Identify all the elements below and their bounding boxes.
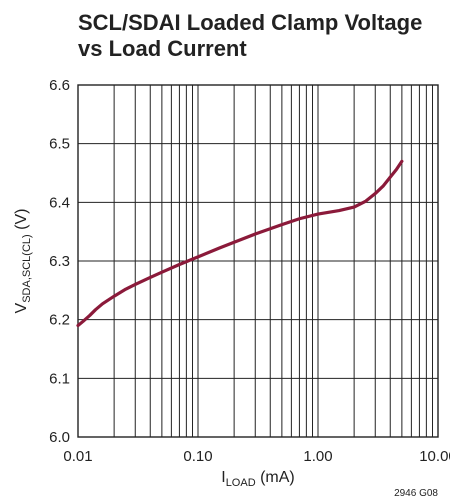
y-tick-label: 6.2 (49, 312, 70, 329)
chart-title: SCL/SDAI Loaded Clamp Voltage vs Load Cu… (78, 10, 438, 62)
x-tick-label: 0.10 (183, 448, 212, 465)
plot-frame (77, 84, 439, 438)
x-tick-label: 0.01 (63, 448, 92, 465)
grid (78, 85, 438, 437)
y-tick-labels: 6.0 6.1 6.2 6.3 6.4 6.5 6.6 (49, 77, 70, 446)
x-axis-label-unit: (mA) (256, 469, 295, 486)
y-tick-label: 6.5 (49, 136, 70, 153)
y-axis-label-main: V (13, 302, 30, 313)
chart-title-line-1: SCL/SDAI Loaded Clamp Voltage (78, 10, 423, 35)
x-tick-labels: 0.01 0.10 1.00 10.00 (63, 448, 450, 465)
x-axis-label-sub: LOAD (226, 477, 256, 489)
series-line (76, 159, 404, 328)
y-tick-label: 6.3 (49, 253, 70, 270)
y-tick-label: 6.0 (49, 429, 70, 446)
y-axis-label-unit: (V) (13, 209, 30, 235)
x-axis-label-main: I (221, 469, 225, 486)
figure-code: 2946 G08 (394, 488, 438, 499)
x-tick-label: 10.00 (419, 448, 450, 465)
y-axis-label: VSDA,SCL(CL) (V) (13, 209, 33, 314)
y-tick-label: 6.4 (49, 194, 70, 211)
y-axis-label-sub: SDA,SCL(CL) (21, 234, 33, 302)
y-tick-label: 6.1 (49, 370, 70, 387)
x-tick-label: 1.00 (303, 448, 332, 465)
y-tick-label: 6.6 (49, 77, 70, 94)
x-axis-label: ILOAD (mA) (221, 469, 295, 489)
chart-title-line-2: vs Load Current (78, 36, 247, 61)
